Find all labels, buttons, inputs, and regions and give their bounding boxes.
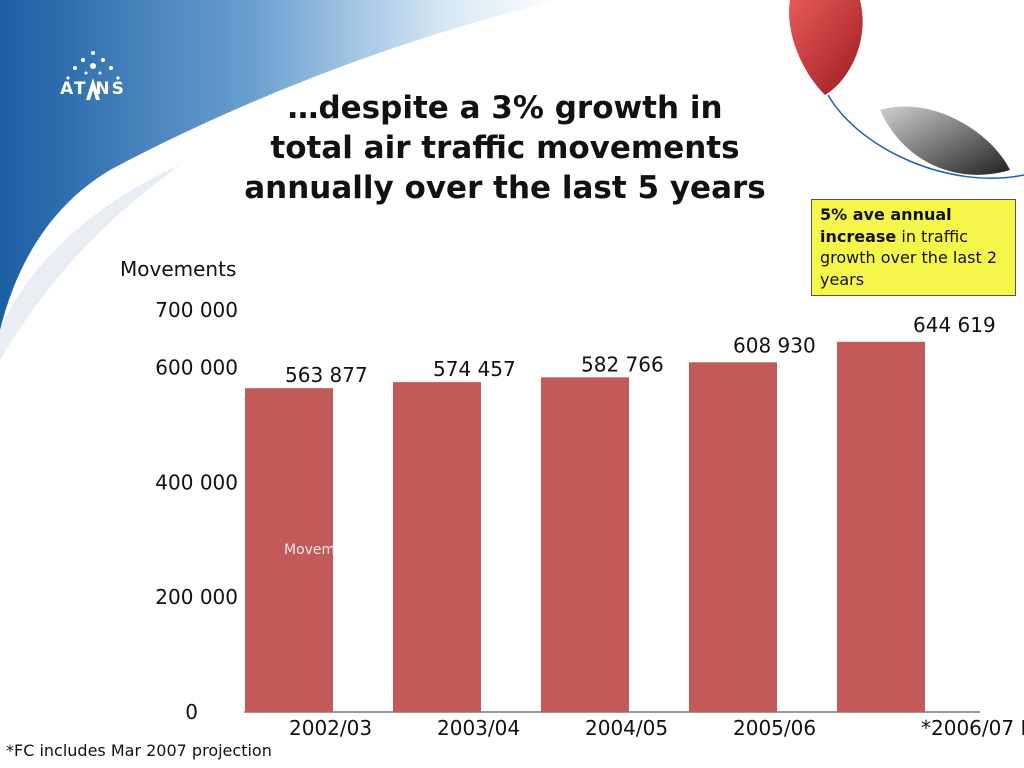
logo-text: AT NS [60, 79, 126, 99]
x-tick-label-4: *2006/07 FC [921, 716, 1024, 740]
bar-1 [393, 382, 481, 712]
bar-0 [245, 388, 333, 712]
bar-2 [541, 377, 629, 712]
title-line-1: …despite a 3% growth in [287, 90, 723, 126]
y-axis-label: Movements [120, 257, 236, 281]
dark-leaf-decoration [880, 106, 1010, 175]
callout-text: in traffic growth over the last 2 years [820, 226, 997, 289]
atns-logo: AT NS [60, 51, 126, 100]
y-tick-label: 400 000 [155, 470, 238, 494]
x-tick-label-3: 2005/06 [733, 716, 816, 740]
y-tick-label: 700 000 [155, 298, 238, 322]
data-label-3: 608 930 [733, 333, 816, 357]
callout-bold-text: 5% ave annual increase [820, 205, 952, 246]
footnote: *FC includes Mar 2007 projection [6, 741, 272, 760]
y-tick-label: 0 [185, 700, 198, 724]
bar-4 [837, 341, 925, 712]
thin-arc-decoration [827, 94, 1024, 179]
data-label-0: 563 877 [285, 363, 368, 387]
data-label-4: 644 619 [913, 313, 996, 337]
data-label-2: 582 766 [581, 352, 664, 376]
y-tick-label: 600 000 [155, 355, 238, 379]
x-tick-label-1: 2003/04 [437, 716, 520, 740]
data-label-1: 574 457 [433, 357, 516, 381]
title-line-2: total air traffic movements [270, 130, 740, 166]
title-line-3: annually over the last 5 years [244, 170, 766, 206]
red-leaf-decoration [789, 0, 863, 95]
x-tick-label-0: 2002/03 [289, 716, 372, 740]
legend-series-name: Movem [284, 542, 335, 558]
growth-callout-box: 5% ave annual increase in traffic growth… [811, 199, 1016, 296]
bar-3 [689, 362, 777, 712]
header-swoosh [0, 0, 560, 330]
x-tick-label-2: 2004/05 [585, 716, 668, 740]
slide-title: …despite a 3% growth in total air traffi… [205, 88, 805, 208]
y-tick-label: 200 000 [155, 585, 238, 609]
